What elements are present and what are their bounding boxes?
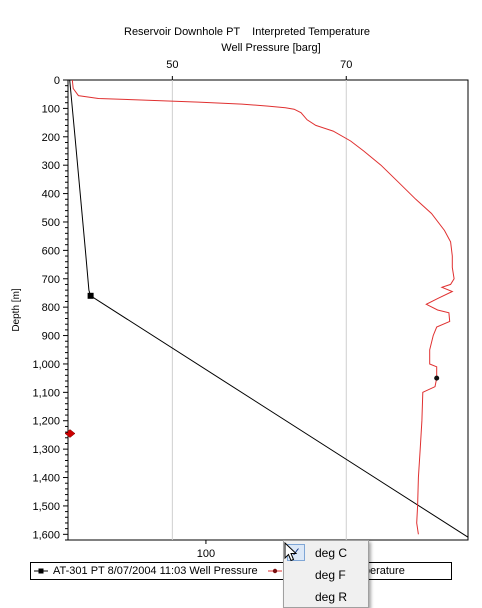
menu-item-label: deg R xyxy=(315,590,348,604)
series-1-marker-0 xyxy=(434,375,440,381)
mouse-cursor-icon xyxy=(284,542,298,562)
depth-axis: 0 100 200 300 400 500 600 700 800 900 1,000 1,100 1,… xyxy=(32,75,68,541)
series-line-1 xyxy=(71,79,455,535)
chart-legend: AT-301 PT 8/07/2004 11:03 Well Pressure … xyxy=(30,562,452,580)
menu-item-deg-f[interactable]: deg F xyxy=(285,564,367,586)
top-axis-grid xyxy=(171,80,347,540)
depth-tick-label-500: 500 xyxy=(42,217,60,229)
series-layer xyxy=(64,79,469,538)
depth-tick-label-1400: 1,400 xyxy=(32,473,60,485)
menu-item-label: deg C xyxy=(315,546,348,560)
top-tick-label-50: 50 xyxy=(166,59,178,71)
top-tick-label-70: 70 xyxy=(340,59,352,71)
bottom-axis: 100 xyxy=(197,540,215,560)
depth-tick-label-300: 300 xyxy=(42,160,60,172)
temperature-unit-menu: ✓ deg C deg F deg R xyxy=(283,540,369,608)
bottom-tick-label-100: 100 xyxy=(197,548,215,560)
depth-tick-label-1100: 1,100 xyxy=(32,387,60,399)
chart-title: Reservoir Downhole PT Interpreted Temper… xyxy=(124,26,370,38)
legend-swatch-interpreted-temperature xyxy=(268,568,282,574)
series-0-marker-0 xyxy=(87,292,94,299)
annotation-diamond-0 xyxy=(64,429,76,438)
depth-tick-label-800: 800 xyxy=(42,302,60,314)
depth-tick-label-600: 600 xyxy=(42,245,60,257)
depth-tick-label-900: 900 xyxy=(42,331,60,343)
menu-item-label: deg F xyxy=(315,568,346,582)
depth-profile-chart: 0 100 200 300 400 500 600 700 800 900 1,000 1,100 1,… xyxy=(11,26,469,560)
depth-tick-label-200: 200 xyxy=(42,132,60,144)
depth-tick-label-0: 0 xyxy=(54,75,60,87)
depth-tick-label-700: 700 xyxy=(42,274,60,286)
legend-label-well-pressure: AT-301 PT 8/07/2004 11:03 Well Pressure xyxy=(53,565,258,577)
depth-tick-label-1300: 1,300 xyxy=(32,444,60,456)
depth-tick-label-1200: 1,200 xyxy=(32,416,60,428)
depth-tick-label-1600: 1,600 xyxy=(32,529,60,541)
depth-tick-label-1500: 1,500 xyxy=(32,501,60,513)
plot-area[interactable] xyxy=(67,79,469,541)
depth-tick-label-100: 100 xyxy=(42,103,60,115)
pressure-axis: 50 70 xyxy=(166,59,352,80)
top-axis-label: Well Pressure [barg] xyxy=(221,42,320,54)
y-axis-label: Depth [m] xyxy=(11,288,22,332)
depth-tick-label-400: 400 xyxy=(42,189,60,201)
depth-tick-label-1000: 1,000 xyxy=(32,359,60,371)
legend-swatch-well-pressure xyxy=(34,568,48,574)
menu-item-deg-r[interactable]: deg R xyxy=(285,586,367,608)
